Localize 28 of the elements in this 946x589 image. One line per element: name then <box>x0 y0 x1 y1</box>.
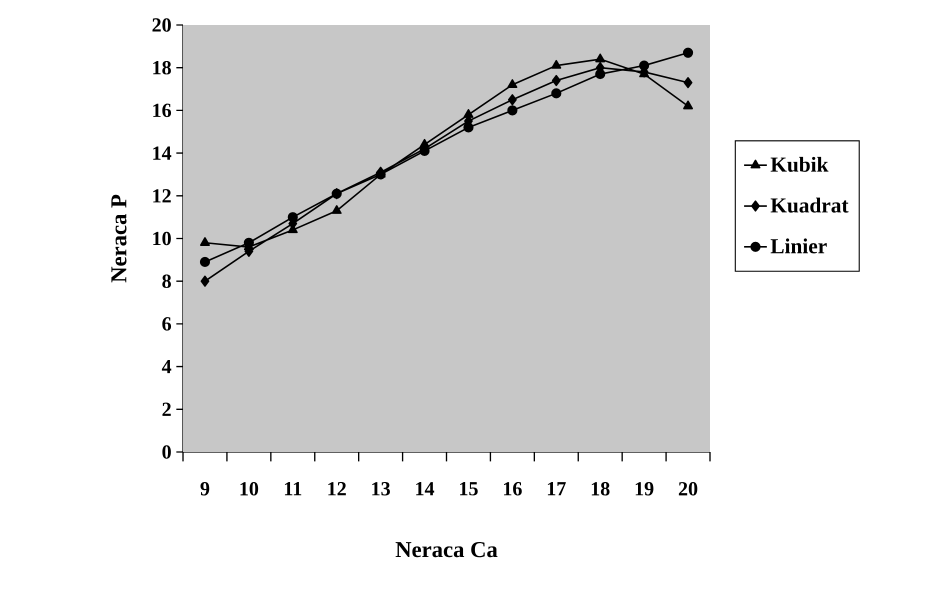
y-tick-label: 4 <box>162 360 172 374</box>
x-tick-label: 12 <box>328 482 346 496</box>
y-tick-label: 0 <box>162 445 171 459</box>
y-tick-label: 10 <box>153 232 171 246</box>
y-tick-label: 8 <box>162 274 171 288</box>
legend-label: Linier <box>770 238 827 254</box>
y-tick-label: 14 <box>153 146 172 160</box>
x-tick-label: 11 <box>284 482 302 496</box>
y-tick-label: 6 <box>162 317 172 331</box>
x-tick-label: 16 <box>504 482 522 496</box>
x-tick-label: 15 <box>460 482 478 496</box>
y-axis-title: Neraca P <box>111 194 126 282</box>
x-tick-label: 13 <box>372 482 390 496</box>
y-tick-label: 18 <box>153 60 171 74</box>
x-tick-label: 9 <box>200 482 210 496</box>
y-tick-label: 12 <box>153 189 171 202</box>
x-tick-label: 19 <box>636 482 654 496</box>
legend-label: Kuadrat <box>770 198 848 213</box>
x-tick-label: 10 <box>240 482 258 496</box>
x-tick-label: 14 <box>416 482 434 496</box>
y-tick-label: 16 <box>153 104 172 118</box>
x-tick-label: 17 <box>548 482 566 496</box>
y-tick-label: 2 <box>162 402 171 416</box>
y-tick-label: 20 <box>152 18 171 32</box>
x-tick-label: 18 <box>592 482 610 496</box>
x-axis-title: Neraca Ca <box>396 542 498 558</box>
x-tick-label: 20 <box>678 482 698 496</box>
legend-label: Kubik <box>770 156 828 172</box>
